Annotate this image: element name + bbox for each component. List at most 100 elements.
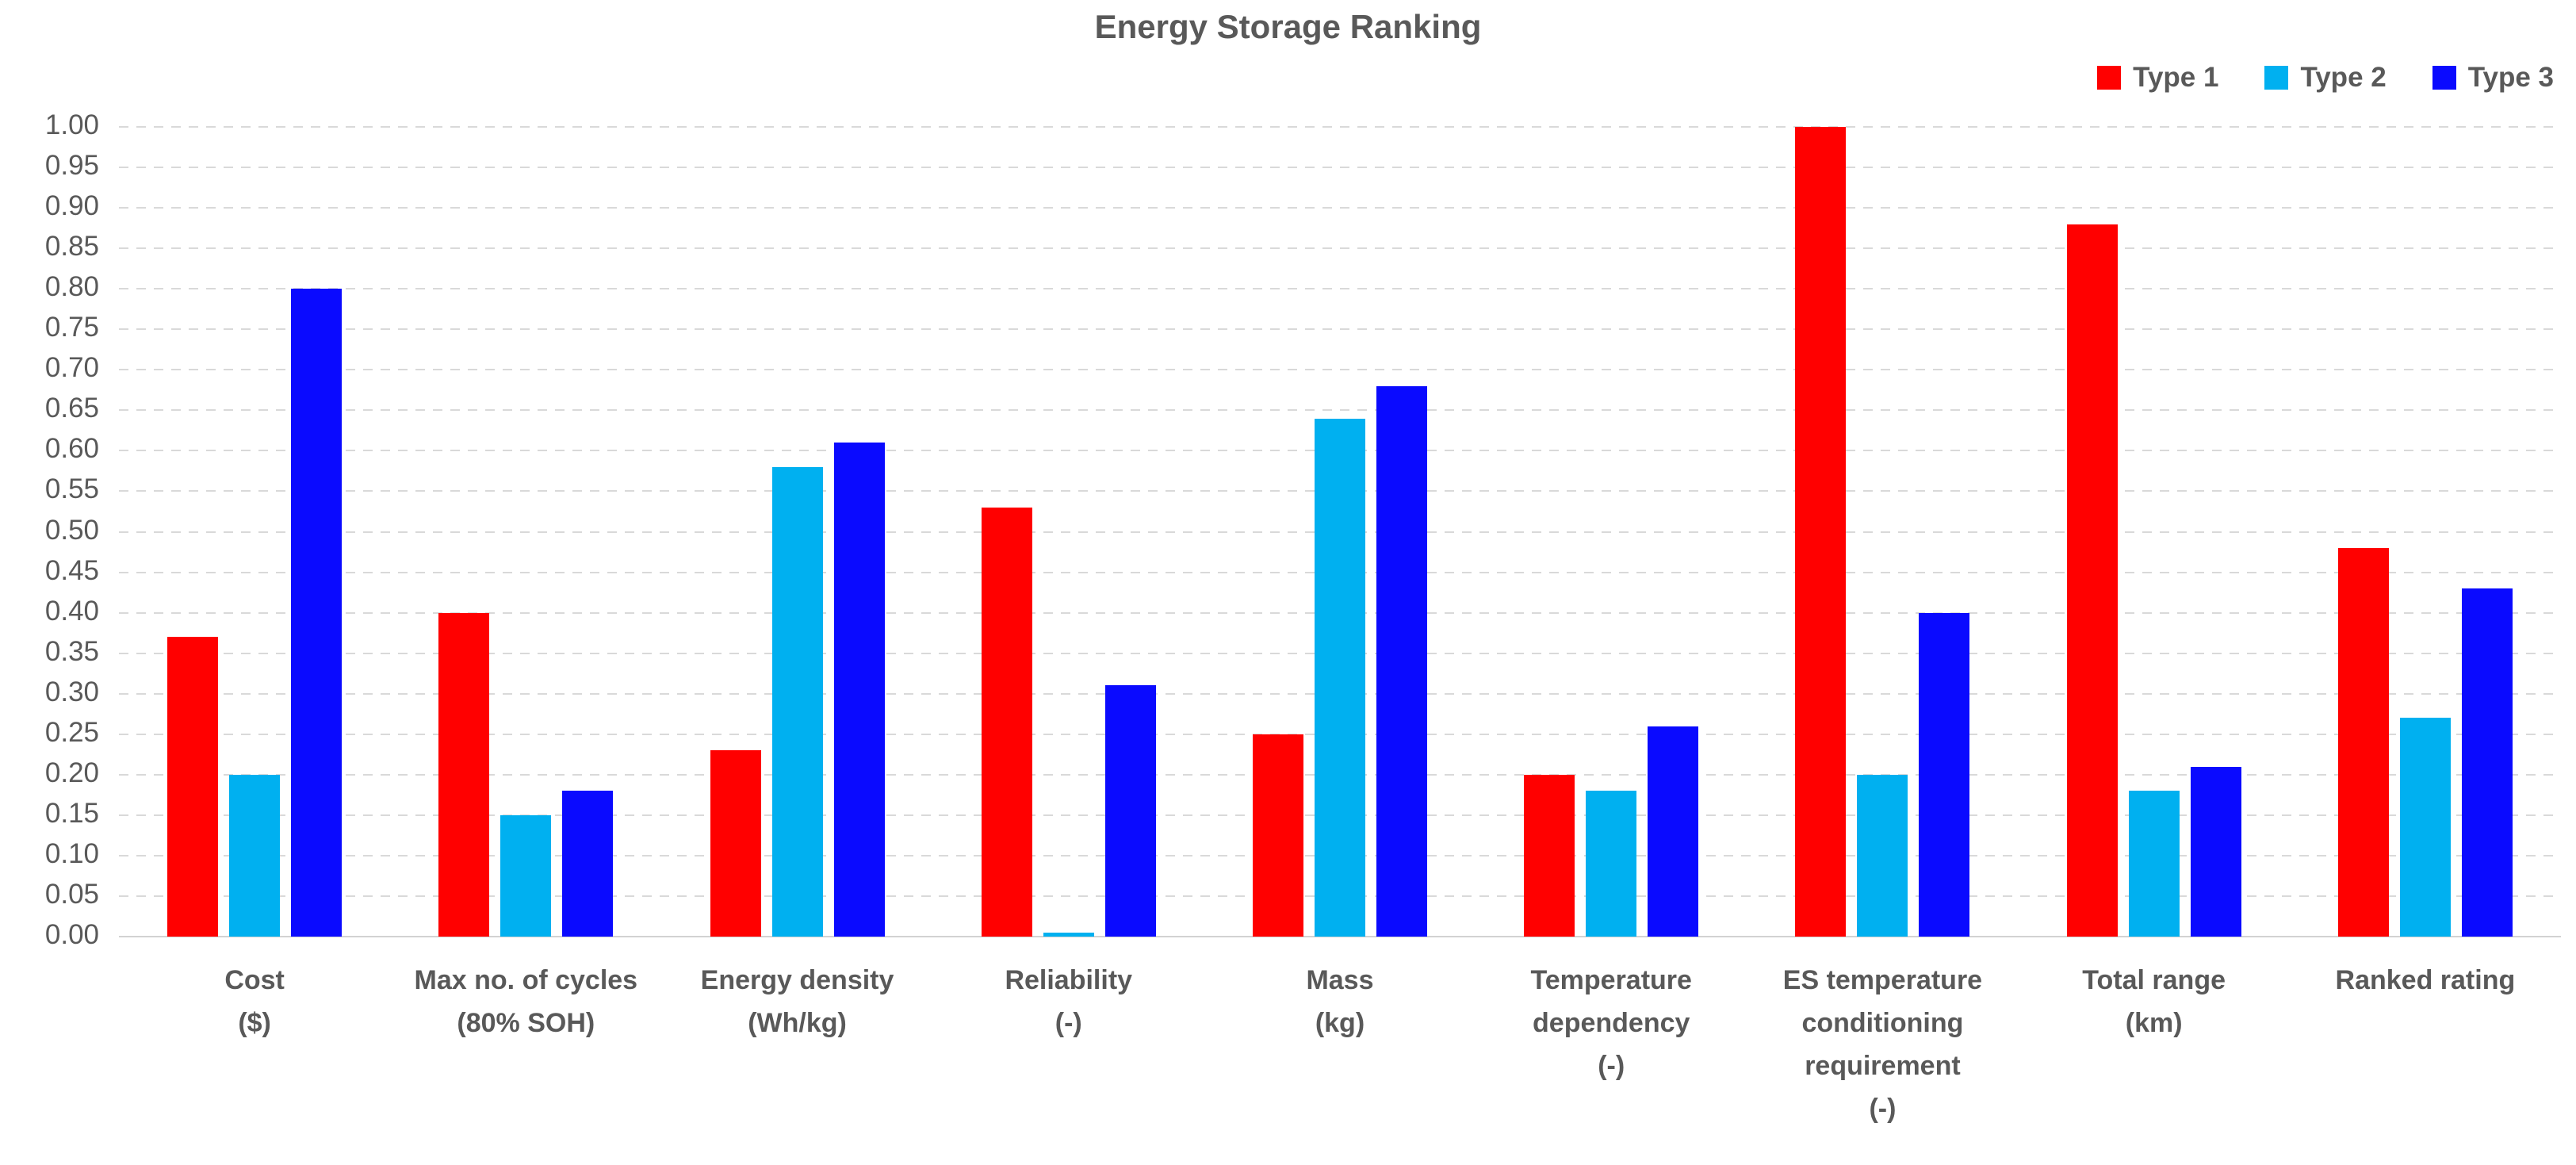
legend-item-type-3: Type 3 (2432, 62, 2554, 94)
legend-item-type-2: Type 2 (2264, 62, 2387, 94)
plot-area: 0.00 0.05 0.10 0.15 0.20 0.25 0.30 0.35 0.40 0.45… (45, 109, 2561, 1124)
y-axis-tick-label-0.40: 0.40 (44, 595, 99, 627)
category-label-line: Ranked rating (2335, 965, 2516, 995)
category-label-line: Total range (2082, 965, 2226, 995)
gridline-1.00 (119, 126, 2561, 128)
y-axis-tick-label-0.45: 0.45 (44, 554, 99, 586)
category-label-line: Max no. of cycles (414, 965, 638, 995)
legend-swatch-type-1 (2097, 66, 2122, 90)
bar-type-2-energy-density (771, 467, 823, 937)
y-axis-tick-label-0.35: 0.35 (44, 635, 99, 667)
x-axis-category-label-max-no-of-cycles: Max no. of cycles (80% SOH) (390, 959, 661, 1044)
bar-type-3-es-temperature (1919, 613, 1970, 937)
x-axis-category-label-energy-density: Energy density (Wh/kg) (661, 959, 932, 1044)
bar-type-2-max-no-of-cycles (500, 815, 552, 937)
y-axis-tick-label-0.15: 0.15 (44, 797, 99, 829)
bar-type-1-cost (167, 637, 219, 937)
x-axis-category-label-reliability: Reliability (-) (933, 959, 1204, 1044)
bar-type-1-max-no-of-cycles (438, 613, 490, 937)
category-label-line: conditioning (1801, 1008, 1964, 1038)
bar-type-1-energy-density (710, 750, 761, 937)
category-label-line: (-) (1055, 1008, 1082, 1038)
legend-label-type-3: Type 3 (2467, 62, 2554, 93)
bar-group-reliability (933, 127, 1204, 937)
bar-type-1-es-temperature (1795, 127, 1847, 937)
y-axis-tick-label-0.05: 0.05 (44, 878, 99, 910)
category-label-line: dependency (1533, 1008, 1690, 1038)
category-label-line: Mass (1306, 965, 1374, 995)
bar-type-1-reliability (981, 508, 1032, 937)
legend-swatch-type-2 (2264, 66, 2289, 90)
legend-label-type-1: Type 1 (2133, 62, 2219, 93)
bar-type-3-reliability (1104, 685, 1156, 937)
y-axis-tick-label-0.00: 0.00 (44, 919, 99, 950)
y-axis-tick-label-0.70: 0.70 (44, 352, 99, 384)
legend-item-type-1: Type 1 (2097, 62, 2218, 94)
category-label-line: (-) (1869, 1094, 1897, 1124)
gridline-0.90 (119, 207, 2561, 209)
x-axis-category-label-mass: Mass (kg) (1204, 959, 1476, 1044)
bar-type-1-total-range (2066, 224, 2118, 937)
bar-type-2-ranked-rating (2399, 718, 2451, 937)
bar-type-3-mass (1376, 386, 1427, 937)
category-label-line: (-) (1598, 1051, 1625, 1081)
gridline-0.70 (119, 369, 2561, 371)
bar-type-1-temperature (1524, 775, 1575, 937)
bar-type-1-ranked-rating (2337, 548, 2389, 937)
y-axis-tick-label-0.25: 0.25 (44, 716, 99, 748)
y-axis-tick-label-0.75: 0.75 (44, 312, 99, 343)
gridline-0.65 (119, 409, 2561, 412)
x-axis-baseline (119, 936, 2561, 937)
bar-type-3-total-range (2190, 767, 2241, 937)
legend: Type 1 Type 2 Type 3 (2097, 62, 2554, 94)
y-axis-tick-label-0.80: 0.80 (44, 271, 99, 303)
legend-swatch-type-3 (2432, 66, 2456, 90)
bar-type-3-ranked-rating (2461, 588, 2513, 937)
bar-type-2-es-temperature (1857, 775, 1908, 937)
bar-type-3-max-no-of-cycles (562, 791, 614, 937)
category-label-line: Cost (224, 965, 285, 995)
bar-group-energy-density (661, 127, 932, 937)
bar-group-max-no-of-cycles (390, 127, 661, 937)
category-label-line: Reliability (1005, 965, 1133, 995)
bar-type-2-total-range (2128, 791, 2180, 937)
y-axis-tick-label-0.55: 0.55 (44, 473, 99, 505)
bar-group-cost (119, 127, 390, 937)
y-axis-tick-label-0.60: 0.60 (44, 433, 99, 465)
x-axis-category-label-ranked-rating: Ranked rating (2290, 959, 2561, 1002)
gridline-0.80 (119, 288, 2561, 290)
x-axis-category-label-cost: Cost ($) (119, 959, 390, 1044)
category-label-line: (km) (2125, 1008, 2183, 1038)
legend-label-type-2: Type 2 (2300, 62, 2387, 93)
bar-group-ranked-rating (2290, 127, 2561, 937)
y-axis-tick-label-0.30: 0.30 (44, 676, 99, 707)
category-label-line: ES temperature (1782, 965, 1983, 995)
y-axis-tick-label-0.50: 0.50 (44, 514, 99, 546)
bar-type-2-temperature (1586, 791, 1637, 937)
y-axis-tick-label-0.95: 0.95 (44, 150, 99, 182)
bar-type-2-reliability (1043, 933, 1094, 937)
y-axis-tick-label-0.10: 0.10 (44, 837, 99, 869)
category-label-line: ($) (238, 1008, 271, 1038)
category-label-line: (Wh/kg) (748, 1008, 847, 1038)
bar-type-1-mass (1252, 734, 1303, 937)
category-label-line: (kg) (1315, 1008, 1365, 1038)
bar-group-temperature (1476, 127, 1747, 937)
category-label-line: Energy density (700, 965, 894, 995)
category-label-line: Temperature (1530, 965, 1692, 995)
x-axis-category-label-es-temperature: ES temperature conditioning requirement (-) (1747, 959, 2018, 1130)
bar-group-total-range (2019, 127, 2290, 937)
bar-type-3-cost (291, 289, 343, 937)
category-label-line: (80% SOH) (457, 1008, 595, 1038)
category-label-line: requirement (1805, 1051, 1961, 1081)
gridline-0.95 (119, 167, 2561, 169)
y-axis-tick-label-0.85: 0.85 (44, 231, 99, 263)
bar-type-2-cost (229, 775, 281, 937)
gridline-0.85 (119, 247, 2561, 250)
bar-group-mass (1204, 127, 1476, 937)
gridline-0.75 (119, 328, 2561, 331)
x-axis-category-label-temperature: Temperature dependency (-) (1476, 959, 1747, 1087)
bar-type-3-energy-density (833, 443, 885, 937)
y-axis-tick-label-0.90: 0.90 (44, 190, 99, 222)
